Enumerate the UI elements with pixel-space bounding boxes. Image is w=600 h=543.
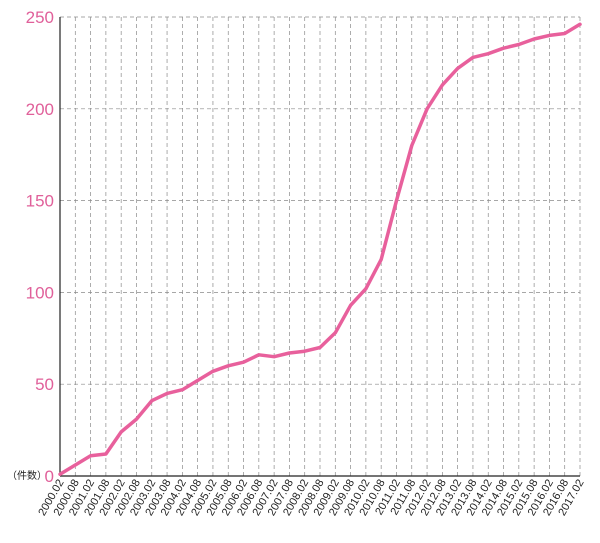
- series-line: [58, 22, 582, 476]
- x-axis-tick-labels: 2000.022000.082001.022001.082002.022002.…: [36, 478, 586, 518]
- axes: [59, 17, 580, 477]
- y-axis-tick-labels: 0 50 100 150 200 250: [26, 8, 54, 486]
- grid-lines: [60, 16, 581, 476]
- y-tick-label: 100: [26, 283, 54, 302]
- y-tick-label: 50: [35, 375, 54, 394]
- y-tick-label: 150: [26, 192, 54, 211]
- y-tick-label: 0: [45, 467, 54, 486]
- y-tick-label: 200: [26, 100, 54, 119]
- unit-label: （件数）: [7, 469, 47, 482]
- y-tick-label: 250: [26, 8, 54, 27]
